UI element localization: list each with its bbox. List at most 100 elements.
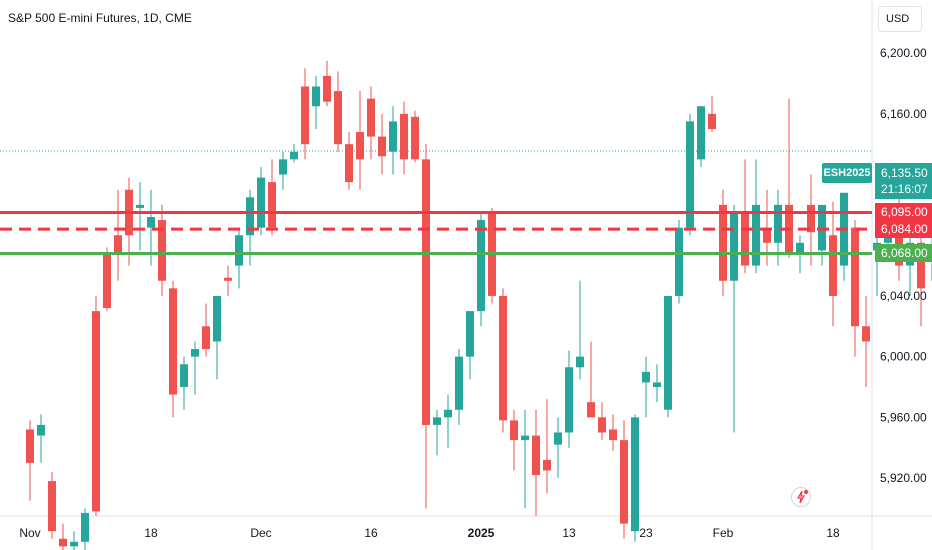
last-price-value: 6,135.50 [881, 166, 928, 180]
candle-body [235, 235, 243, 266]
candle-body [774, 204, 782, 243]
level-price-tag-6084: 6,084.00 [875, 220, 932, 239]
candle-body [466, 311, 474, 357]
level-price-tag-6095: 6,095.00 [875, 203, 932, 222]
candle-body [444, 409, 452, 418]
candle-body [345, 144, 353, 183]
candle-body [796, 242, 804, 254]
candle-body [257, 177, 265, 228]
candle-body [719, 204, 727, 281]
candle-body [829, 235, 837, 296]
candle-body [851, 227, 859, 327]
time-tick-label: 18 [144, 526, 158, 540]
time-tick-label: 23 [639, 526, 653, 540]
candle-body [917, 242, 925, 289]
candle-body [521, 435, 529, 441]
flash-icon[interactable] [791, 487, 811, 507]
symbol-title[interactable]: S&P 500 E-mini Futures, 1D, CME [8, 11, 192, 25]
candle-body [653, 382, 661, 387]
candle-body [730, 212, 738, 281]
candle-body [598, 417, 606, 433]
candle-body [169, 288, 177, 395]
candle-body [290, 151, 298, 160]
level-price-tag-6068: 6,068.00 [875, 244, 932, 263]
candle-body [26, 429, 34, 463]
candle-body [609, 429, 617, 441]
price-tick-label: 6,200.00 [880, 46, 927, 60]
price-tick-label: 6,040.00 [880, 289, 927, 303]
candle-body [246, 197, 254, 236]
candle-body [147, 217, 155, 228]
candle-body [81, 512, 89, 542]
candle-body [323, 75, 331, 102]
symbol-price-tag: ESH2025 [822, 163, 872, 183]
candle-body [103, 253, 111, 309]
candle-body [70, 541, 78, 547]
bar-countdown: 21:16:07 [881, 182, 928, 196]
candle-body [202, 326, 210, 350]
candle-body [587, 402, 595, 418]
candle-body [664, 295, 672, 410]
candle-body [158, 220, 166, 281]
candle-body [543, 459, 551, 471]
candle-body [191, 349, 199, 357]
candle-body [213, 295, 221, 342]
candle-body [279, 159, 287, 175]
candle-body [752, 204, 760, 266]
candle-body [411, 116, 419, 160]
candle-body [334, 91, 342, 145]
candle-body [565, 367, 573, 433]
candle-body [59, 538, 67, 547]
candle-body [807, 204, 815, 233]
time-tick-label: Feb [713, 526, 734, 540]
candle-body [268, 182, 276, 228]
price-tick-label: 6,160.00 [880, 107, 927, 121]
candle-body [48, 481, 56, 532]
candle-body [422, 159, 430, 425]
candle-body [554, 432, 562, 445]
candle-body [455, 356, 463, 410]
candle-body [675, 227, 683, 296]
candle-body [741, 212, 749, 266]
time-tick-label: Nov [19, 526, 40, 540]
candle-body [686, 121, 694, 228]
price-tick-label: 5,960.00 [880, 410, 927, 424]
time-tick-label: 16 [364, 526, 378, 540]
time-tick-label: 2025 [468, 526, 495, 540]
candle-body [620, 440, 628, 524]
candle-body [389, 121, 397, 152]
candle-body [367, 98, 375, 137]
candle-body [532, 435, 540, 476]
candle-body [400, 113, 408, 160]
candle-body [136, 204, 144, 208]
candle-body [37, 424, 45, 436]
candle-body [576, 356, 584, 368]
candle-body [92, 311, 100, 512]
candle-body [862, 326, 870, 342]
candle-body [763, 227, 771, 243]
candle-body [433, 417, 441, 425]
candle-body [631, 417, 639, 532]
price-tick-label: 5,920.00 [880, 471, 927, 485]
time-tick-label: Dec [250, 526, 271, 540]
candle-body [708, 113, 716, 129]
candle-body [510, 420, 518, 441]
candle-body [312, 86, 320, 107]
candle-body [499, 295, 507, 421]
candle-body [114, 235, 122, 254]
candle-body [477, 220, 485, 312]
last-price-tag: 6,135.50 21:16:07 [875, 163, 932, 199]
candle-body [895, 220, 903, 266]
currency-button[interactable]: USD [878, 6, 922, 32]
candle-body [818, 204, 826, 251]
candle-body [697, 106, 705, 160]
candle-body [301, 86, 309, 145]
price-tick-label: 6,000.00 [880, 350, 927, 364]
time-tick-label: 18 [826, 526, 840, 540]
candle-body [180, 364, 188, 387]
candle-body [356, 132, 364, 160]
candle-body [642, 371, 650, 383]
candle-body [378, 136, 386, 157]
